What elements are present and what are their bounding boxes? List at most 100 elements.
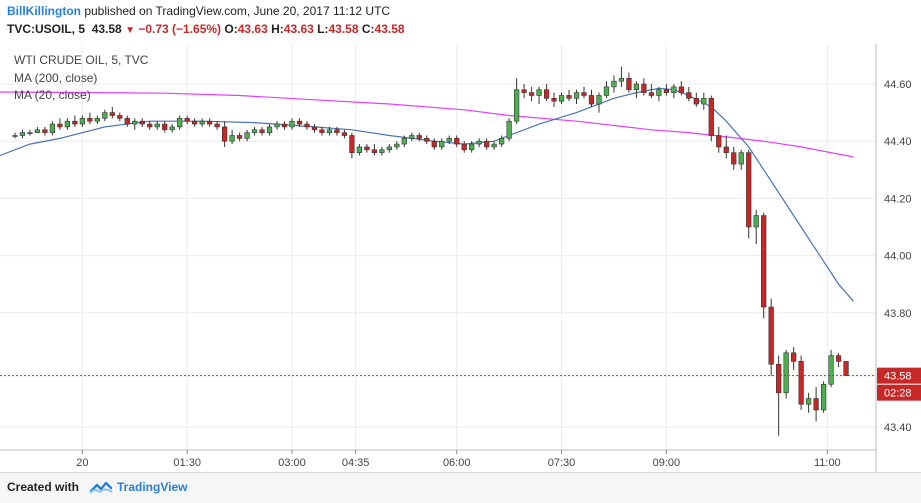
candle-down	[626, 72, 632, 93]
candle-up	[671, 84, 677, 99]
y-tick-label: 44.00	[884, 251, 912, 263]
candle-body	[513, 89, 520, 122]
candle-up	[491, 141, 497, 150]
candle-body	[581, 92, 587, 96]
candle-body	[162, 123, 168, 131]
candle-body	[214, 123, 220, 128]
candle-body	[72, 120, 78, 125]
y-tick-label: 43.40	[884, 422, 912, 434]
candle-body	[102, 112, 108, 119]
price-chart[interactable]: 43.58 02:28 44.60 44.40 44.20 44.00 43.80 43.4…	[0, 44, 921, 472]
candle-down	[693, 92, 699, 107]
candle-down	[528, 86, 535, 102]
last-price-tag-bg	[877, 367, 921, 384]
author-link[interactable]: BillKillington	[7, 4, 81, 18]
candle-up	[828, 349, 834, 388]
chart-header: BillKillington published on TradingView.…	[0, 0, 921, 44]
candle-up	[476, 138, 482, 147]
candle-down	[416, 132, 422, 142]
candle-up	[356, 144, 363, 156]
candle-body	[124, 118, 130, 125]
candle-body	[42, 129, 48, 133]
legend-ma200: MA (200, close)	[14, 71, 97, 85]
candle-body	[57, 123, 63, 128]
candle-body	[64, 120, 71, 128]
candle-down	[124, 115, 130, 127]
candle-up	[558, 92, 565, 105]
candle-body	[364, 146, 370, 151]
candle-body	[626, 78, 632, 91]
candle-down	[581, 86, 587, 99]
candle-body	[192, 120, 198, 125]
candle-up	[401, 135, 407, 147]
candle-body	[401, 138, 407, 145]
candle-down	[192, 118, 198, 127]
candle-down	[835, 352, 842, 368]
candle-body	[686, 92, 692, 99]
candle-up	[499, 135, 505, 147]
candle-body	[169, 126, 175, 131]
candle-up	[169, 124, 175, 133]
candle-down	[731, 146, 737, 170]
x-tick-label: 07:30	[548, 457, 576, 469]
candle-down	[723, 135, 729, 159]
candle-down	[461, 141, 467, 153]
candle-body	[207, 120, 213, 125]
candle-body	[558, 95, 565, 102]
candle-down	[42, 126, 48, 136]
candle-down	[304, 121, 310, 130]
legend-symbol: WTI CRUDE OIL, 5, TVC	[14, 53, 149, 67]
candle-body	[843, 361, 849, 376]
tradingview-cloud-icon[interactable]	[89, 479, 113, 498]
candle-body	[746, 152, 752, 228]
candle-body	[708, 98, 714, 136]
candle-down	[296, 118, 303, 127]
x-tick-label: 20	[76, 457, 88, 469]
candle-body	[641, 83, 647, 93]
candle-body	[499, 138, 505, 145]
candle-body	[813, 398, 819, 411]
candle-down	[364, 144, 370, 153]
candle-down	[641, 78, 647, 96]
candle-body	[199, 120, 205, 125]
candle-body	[356, 146, 363, 153]
candle-down	[484, 138, 490, 150]
candle-body	[266, 126, 273, 133]
candle-body	[521, 89, 527, 93]
candle-down	[566, 89, 572, 102]
candle-up	[49, 121, 56, 136]
candle-up	[701, 92, 707, 110]
ohlc-open-label: O:	[224, 22, 238, 36]
candle-body	[484, 140, 490, 148]
y-tick-label: 44.60	[884, 79, 912, 91]
candle-down	[281, 121, 288, 130]
candle-up	[12, 132, 18, 139]
candle-up	[266, 124, 273, 136]
candle-down	[147, 121, 153, 130]
candle-body	[693, 98, 699, 105]
candle-body	[251, 129, 258, 133]
candle-body	[761, 215, 767, 308]
candle-body	[536, 89, 542, 96]
candle-down	[221, 121, 228, 147]
candle-up	[79, 115, 85, 127]
tradingview-link[interactable]: TradingView	[117, 480, 188, 494]
candle-body	[27, 132, 33, 134]
candle-body	[109, 112, 115, 116]
candle-up	[102, 109, 108, 122]
candle-body	[663, 89, 669, 93]
candle-up	[513, 78, 520, 125]
candle-up	[274, 121, 280, 130]
candle-up	[738, 149, 744, 170]
footer: Created with TradingView	[0, 472, 921, 503]
candle-down	[214, 121, 220, 130]
y-tick-label: 43.80	[884, 308, 912, 320]
ohlc-close-value: 43.58	[374, 22, 405, 36]
candle-body	[633, 83, 640, 91]
y-tick-label: 44.40	[884, 136, 912, 148]
y-tick-label: 44.20	[884, 193, 912, 205]
candle-body	[311, 126, 318, 131]
candle-body	[439, 140, 445, 148]
x-tick-label: 11:00	[814, 457, 841, 469]
candle-body	[805, 398, 812, 405]
